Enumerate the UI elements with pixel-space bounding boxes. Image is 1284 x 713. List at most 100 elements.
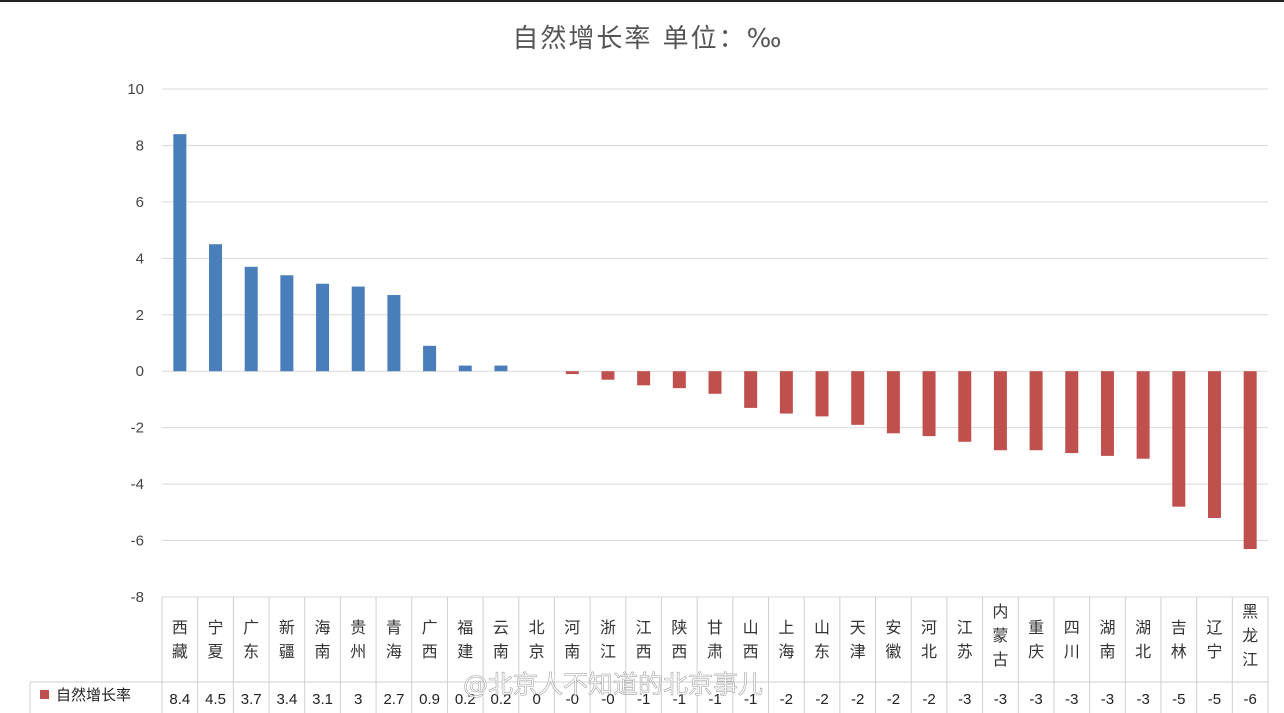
category-label: 南 [564,642,580,661]
data-label: 4.5 [205,691,226,708]
y-tick-label: -8 [131,589,144,606]
category-label: 夏 [208,642,224,661]
data-label: 2.7 [383,691,404,708]
data-label: -5 [1172,691,1185,708]
category-label: 广 [243,618,259,637]
category-label: 北 [529,618,545,637]
category-label: 安 [885,618,901,637]
y-tick-label: -4 [131,476,144,493]
data-label: -6 [1243,691,1256,708]
bar [1136,371,1150,459]
category-label: 苏 [957,642,973,661]
category-label: 西 [743,642,759,661]
data-label: -3 [1101,691,1114,708]
bar-series [173,134,1257,550]
bar [173,134,187,372]
data-label: 0.9 [419,691,440,708]
y-tick-label: 10 [127,81,144,98]
bar [458,365,472,372]
category-label: 浙 [600,618,616,637]
data-label: -0 [566,691,579,708]
category-label: 甘 [707,618,723,637]
category-label: 河 [564,618,580,637]
category-label: 江 [957,618,973,637]
data-label: -1 [637,691,650,708]
y-axis-ticks: 10 8 6 4 2 0 -2 -4 -6 -8 [127,81,144,606]
bar [744,371,758,408]
data-label: -1 [744,691,757,708]
category-label: 贵 [350,618,366,637]
category-label: 西 [422,642,438,661]
y-tick-label: 2 [136,307,144,324]
category-label: 疆 [279,642,295,661]
category-label: 西 [172,618,188,637]
category-label: 古 [992,650,1008,669]
category-label: 山 [743,618,759,637]
category-label: 徽 [885,642,901,661]
data-label: 3.7 [241,691,262,708]
category-label: 上 [778,618,794,637]
category-label: 建 [457,642,473,661]
data-label: -3 [958,691,971,708]
bar [244,266,258,372]
category-label: 东 [814,642,830,661]
bar [316,283,330,372]
category-label: 海 [315,618,331,637]
y-tick-label: 0 [136,363,144,380]
category-label: 重 [1028,618,1044,637]
bar [280,275,294,372]
category-label: 南 [1099,642,1115,661]
data-table: 西藏8.4宁夏4.5广东3.7新疆3.4海南3.1贵州3青海2.7广西0.9福建… [29,597,1269,713]
bar [779,371,793,414]
bar [209,244,223,372]
data-label: 3 [354,691,362,708]
category-label: 广 [422,618,438,637]
bar [565,371,579,375]
data-label: 8.4 [169,691,190,708]
data-label: -3 [1029,691,1042,708]
category-label: 龙 [1242,626,1258,645]
category-label: 内 [992,602,1008,621]
data-label: 3.1 [312,691,333,708]
category-label: 北 [921,642,937,661]
bar [708,371,722,394]
grid-lines [162,88,1268,598]
category-label: 辽 [1206,618,1222,637]
watermark: @北京人不知道的北京事儿 [463,670,763,699]
category-label: 林 [1171,642,1187,661]
bar [815,371,829,417]
category-label: 藏 [172,642,188,661]
category-label: 黑 [1242,602,1258,621]
bar [1243,371,1257,550]
category-label: 江 [1242,650,1258,669]
category-label: 宁 [208,618,224,637]
category-label: 云 [493,618,509,637]
data-label: -5 [1208,691,1221,708]
bar [601,371,615,380]
category-label: 陕 [671,618,687,637]
category-label: 东 [243,642,259,661]
data-label: -3 [1065,691,1078,708]
category-label: 宁 [1206,642,1222,661]
data-label: -2 [922,691,935,708]
top-border-line [0,0,1284,2]
category-label: 四 [1064,618,1080,637]
y-tick-label: 8 [136,137,144,154]
bar [494,365,508,372]
category-label: 州 [350,642,366,661]
bar [387,295,401,372]
category-label: 肃 [707,642,723,661]
y-tick-label: -2 [131,420,144,437]
data-label: -0 [601,691,614,708]
category-label: 新 [279,618,295,637]
bar [851,371,865,425]
category-label: 天 [850,618,866,637]
data-label: -3 [1136,691,1149,708]
chart-title: 自然增长率 单位：‰ [512,24,783,54]
data-label: 0.2 [491,691,512,708]
category-label: 河 [921,618,937,637]
category-label: 福 [457,618,473,637]
category-label: 蒙 [992,626,1008,645]
data-label: -3 [994,691,1007,708]
